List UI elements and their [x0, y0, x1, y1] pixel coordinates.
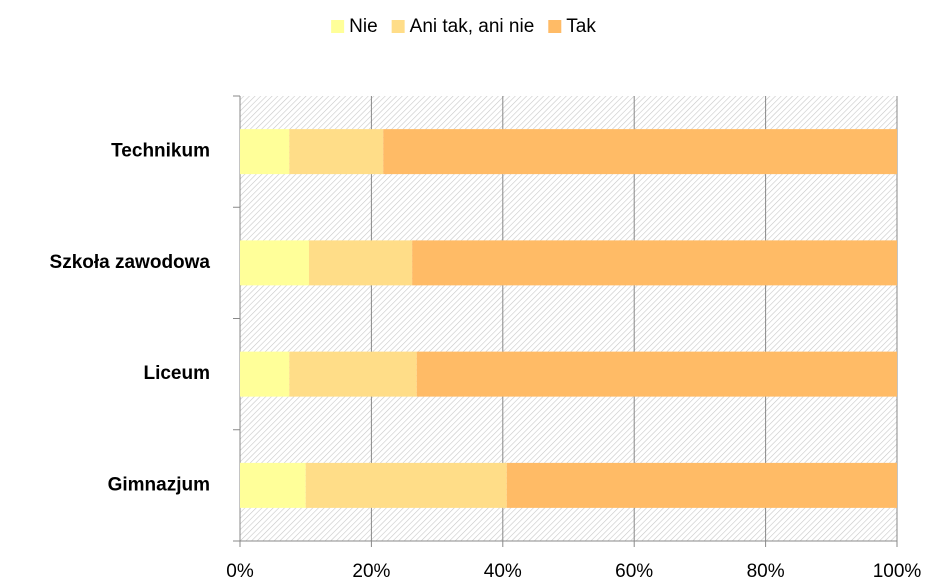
- bar-segment: [240, 129, 290, 175]
- x-tick-label: 100%: [873, 561, 922, 582]
- bar-segment: [289, 351, 417, 397]
- legend-label: Ani tak, ani nie: [410, 16, 535, 37]
- x-tick-label: 80%: [747, 561, 785, 582]
- legend-swatch: [331, 20, 345, 33]
- bar-segment: [412, 240, 897, 286]
- bar-segment: [506, 462, 897, 508]
- bar-segment: [240, 351, 290, 397]
- legend-swatch: [391, 20, 405, 33]
- legend-swatch: [548, 20, 562, 33]
- legend-label: Nie: [349, 16, 378, 37]
- legend-label: Tak: [566, 16, 596, 37]
- bar-segment: [289, 129, 384, 175]
- category-label: Liceum: [143, 363, 210, 384]
- bar-segment: [308, 240, 413, 286]
- bar-segment: [240, 462, 306, 508]
- category-label: Technikum: [111, 141, 210, 162]
- category-label: Szkoła zawodowa: [50, 252, 211, 273]
- category-label: Gimnazjum: [108, 474, 210, 495]
- bar-segment: [416, 351, 897, 397]
- x-tick-label: 20%: [352, 561, 390, 582]
- bar-segment: [383, 129, 897, 175]
- x-tick-label: 60%: [615, 561, 653, 582]
- x-tick-label: 40%: [484, 561, 522, 582]
- bar-segment: [305, 462, 507, 508]
- x-tick-label: 0%: [226, 561, 254, 582]
- bar-segment: [240, 240, 309, 286]
